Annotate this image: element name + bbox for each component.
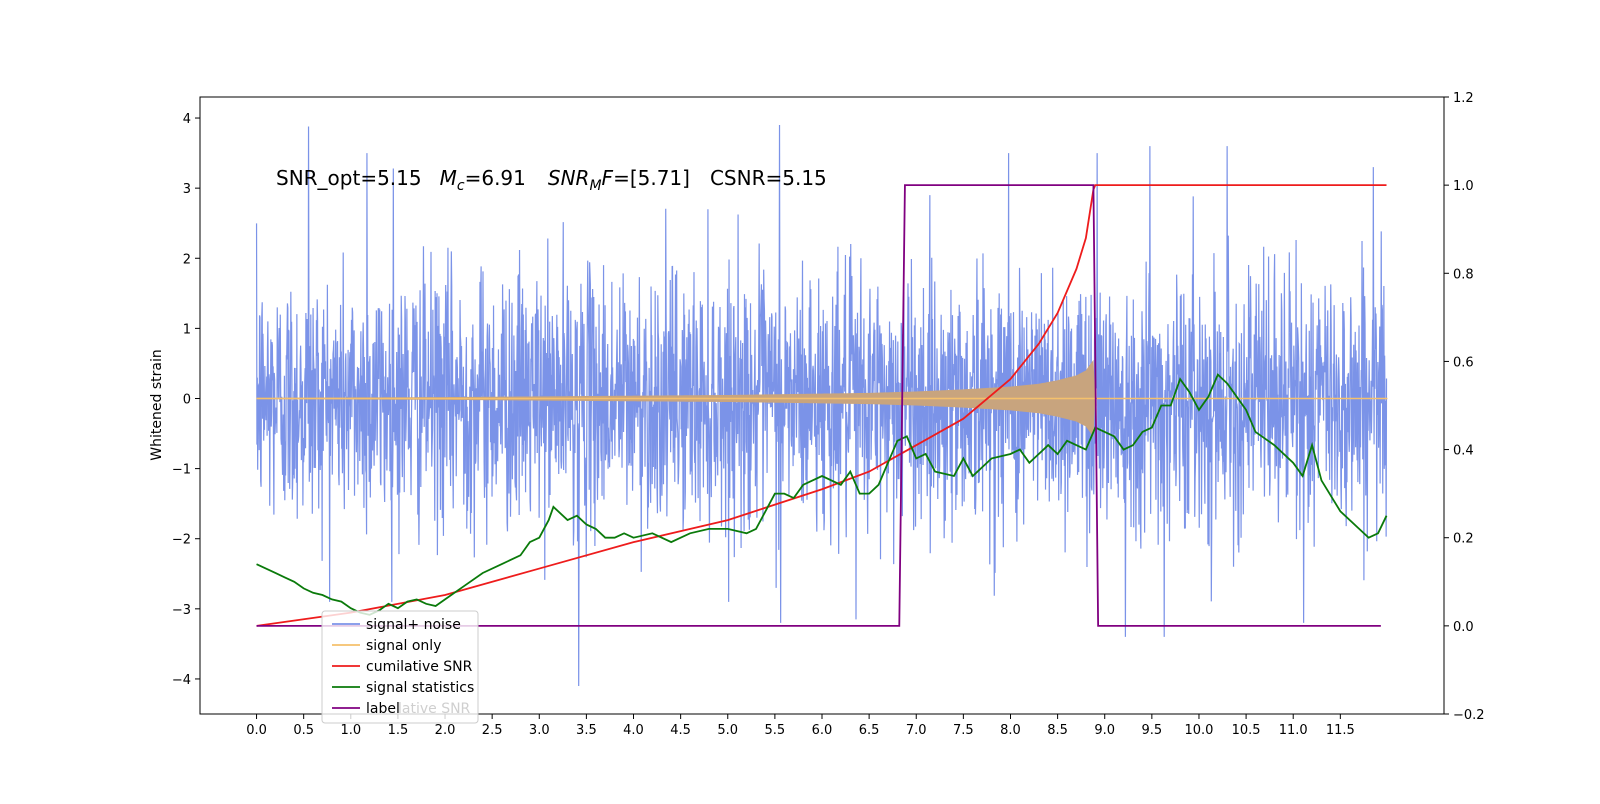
series-signal-statistics-line — [256, 373, 1388, 616]
x-tick-label: 8.0 — [1000, 723, 1021, 738]
x-tick-label: 0.0 — [246, 723, 267, 738]
y-tick-label: 2 — [183, 252, 191, 267]
series-label-line — [256, 184, 1381, 627]
stats-annotation: SNR_opt=5.15 Mc=6.91 SNRMF=[5.71] CSNR=5.15 — [276, 166, 827, 194]
y-right-tick-label: 1.2 — [1453, 91, 1474, 106]
x-tick-label: 3.5 — [576, 723, 597, 738]
y-tick-label: −4 — [172, 673, 191, 688]
series-cumulative-snr-line — [256, 184, 1387, 627]
legend-item-signal-noise: signal+ noise — [332, 617, 461, 633]
legend-label: signal only — [366, 638, 441, 654]
csnr-text: CSNR=5.15 — [710, 166, 827, 190]
mf-symbol: SNR — [548, 166, 590, 190]
x-tick-label: 6.5 — [859, 723, 880, 738]
x-tick-label: 5.0 — [717, 723, 738, 738]
x-tick-label: 1.5 — [388, 723, 409, 738]
legend-label: label — [366, 701, 400, 717]
x-tick-label: 10.5 — [1232, 723, 1261, 738]
legend-item-signal-only: signal only — [332, 638, 441, 654]
y-tick-label: 1 — [183, 322, 191, 337]
series-signal-noise-line — [255, 125, 1388, 686]
legend-label: signal statistics — [366, 680, 474, 696]
x-tick-label: 0.5 — [293, 723, 314, 738]
y-right-tick-label: 0.0 — [1453, 620, 1474, 635]
x-tick-label: 8.5 — [1047, 723, 1068, 738]
mc-value: =6.91 — [465, 166, 526, 190]
x-tick-label: 9.0 — [1094, 723, 1115, 738]
legend-ghost-text: lative SNR — [398, 701, 471, 717]
x-tick-label: 7.5 — [953, 723, 974, 738]
legend-box — [321, 610, 479, 724]
x-tick-label: 9.5 — [1142, 723, 1163, 738]
y-tick-label: −2 — [172, 533, 191, 548]
mf-symbol-f: F — [602, 166, 614, 190]
y-tick-label: −1 — [172, 463, 191, 478]
x-tick-label: 11.5 — [1326, 723, 1355, 738]
legend-item-label: label — [332, 701, 400, 717]
y-tick-label: 3 — [183, 182, 191, 197]
mf-subscript: M — [589, 178, 601, 194]
x-tick-label: 2.5 — [482, 723, 503, 738]
snr-opt-text: SNR_opt=5.15 — [276, 166, 422, 190]
y-right-tick-label: 1.0 — [1453, 179, 1474, 194]
x-tick-label: 4.5 — [670, 723, 691, 738]
legend-label: cumilative SNR — [366, 659, 473, 675]
y-tick-label: −3 — [172, 603, 191, 618]
x-tick-label: 7.0 — [906, 723, 927, 738]
mc-subscript: c — [457, 178, 465, 194]
mc-symbol: M — [440, 166, 457, 190]
x-tick-label: 5.5 — [765, 723, 786, 738]
y-right-tick-label: 0.6 — [1453, 355, 1474, 370]
mf-value: =[5.71] — [613, 166, 690, 190]
x-tick-label: 1.0 — [340, 723, 361, 738]
y-right-tick-label: 0.4 — [1453, 444, 1474, 459]
x-tick-label: 10.0 — [1184, 723, 1213, 738]
x-tick-label: 4.0 — [623, 723, 644, 738]
x-tick-label: 6.0 — [812, 723, 833, 738]
legend-label: signal+ noise — [366, 617, 461, 633]
y-right-tick-label: 0.8 — [1453, 267, 1474, 282]
y-tick-label: 0 — [183, 392, 191, 407]
x-tick-label: 3.0 — [529, 723, 550, 738]
y-axis-label: Whitened strain — [149, 349, 165, 460]
legend: lative SNR signal+ noise signal only cumila… — [321, 610, 479, 724]
y-right-tick-label: −0.2 — [1453, 708, 1485, 723]
y-tick-label: 4 — [183, 112, 191, 127]
x-tick-label: 2.0 — [435, 723, 456, 738]
legend-item-cumulative-snr: cumilative SNR — [332, 659, 473, 675]
y-right-tick-label: 0.2 — [1453, 532, 1474, 547]
legend-item-signal-statistics: signal statistics — [332, 680, 474, 696]
x-tick-label: 11.0 — [1279, 723, 1308, 738]
